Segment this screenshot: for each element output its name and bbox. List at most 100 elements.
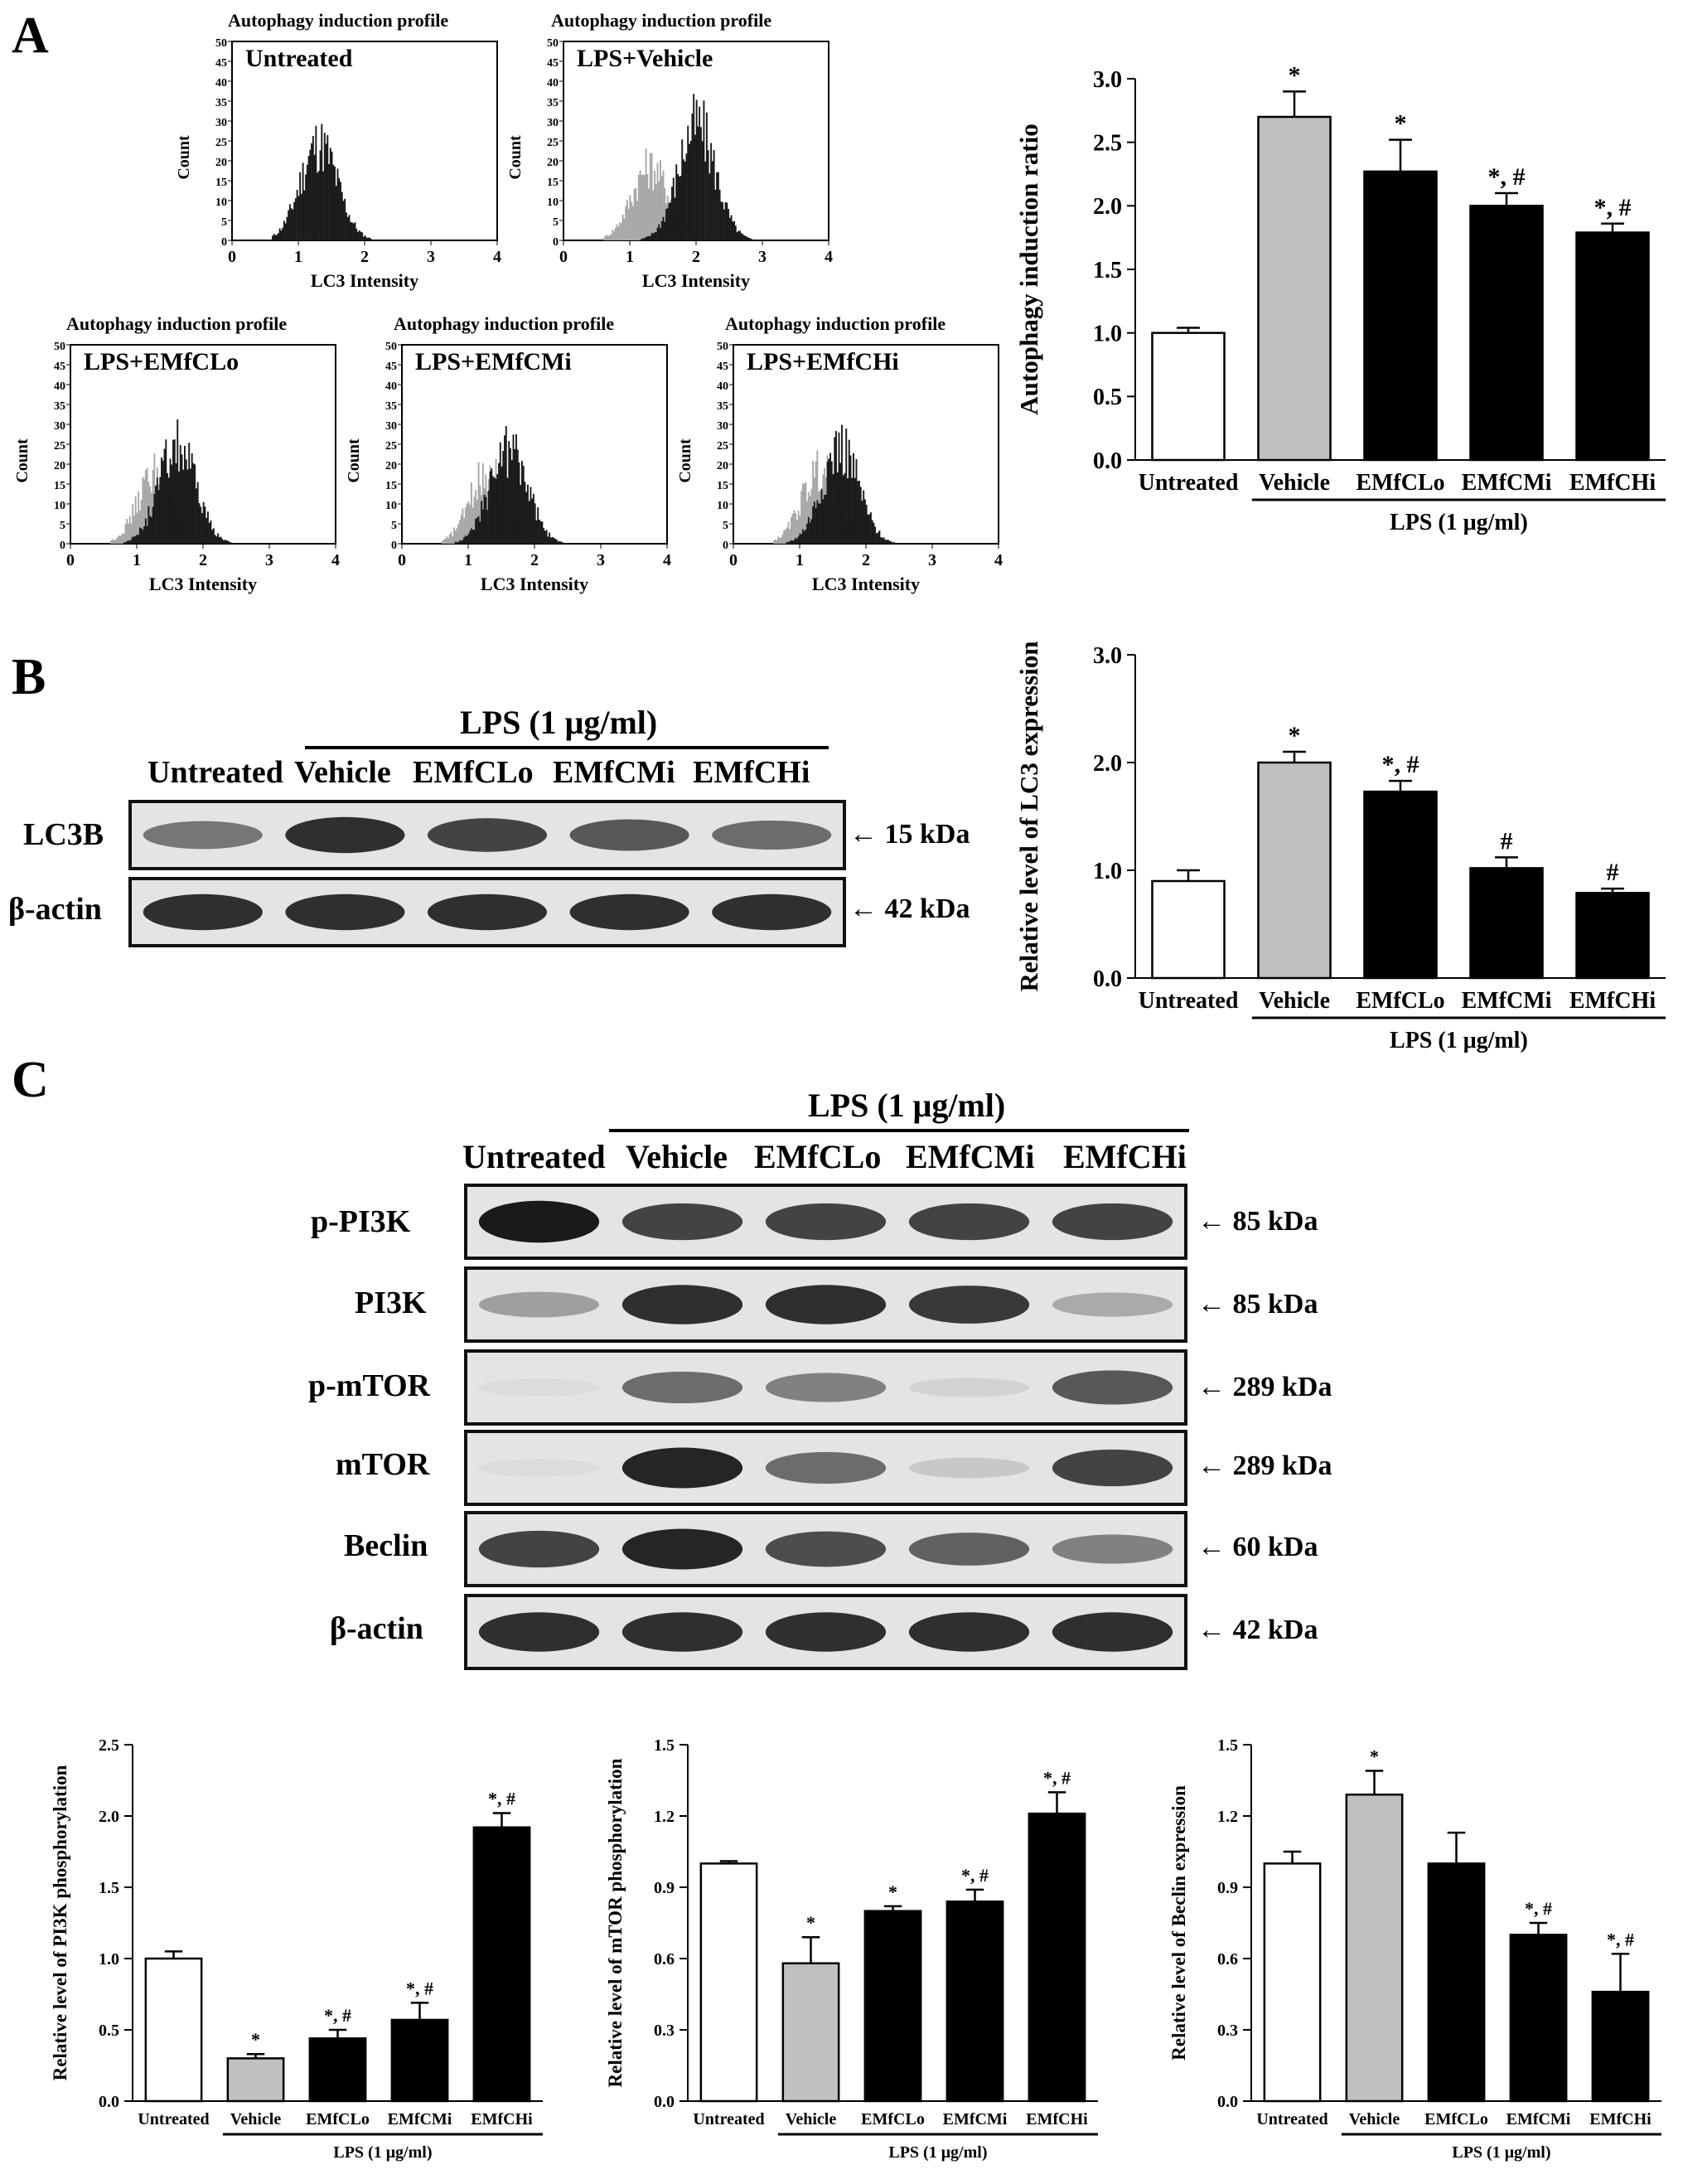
kda-label: 15 kDa — [884, 819, 970, 850]
x-tick-label: Untreated — [693, 2110, 764, 2128]
y-tick-label: 25 — [717, 440, 728, 453]
blot-b-row-label: LC3B — [23, 817, 104, 852]
blot-b-lane: Untreated — [148, 755, 283, 790]
reference-histogram-bar — [462, 508, 464, 544]
histogram-bar — [201, 512, 203, 544]
bar — [863, 1910, 922, 2103]
reference-histogram-bar — [637, 174, 640, 240]
histogram-bar — [835, 431, 837, 544]
histogram-bar — [485, 496, 487, 544]
histogram-bar — [530, 487, 532, 544]
reference-histogram-bar — [152, 470, 154, 544]
reference-histogram-bar — [130, 523, 133, 544]
bar — [1151, 879, 1226, 980]
histogram-bar — [699, 106, 701, 240]
histogram-bar — [797, 536, 800, 544]
y-tick-label: 40 — [215, 77, 227, 90]
histogram-bar — [703, 100, 705, 240]
histogram-bar — [747, 237, 750, 240]
histogram-bar — [146, 525, 148, 544]
histogram-bar — [457, 541, 460, 544]
bar — [781, 1962, 840, 2103]
sample-label: LPS+EMfCHi — [747, 348, 899, 375]
histogram-bar — [678, 176, 680, 240]
y-tick-label: 5 — [60, 520, 65, 532]
histogram-bar — [315, 125, 317, 240]
significance-label: *, # — [324, 2005, 351, 2026]
blot-band — [908, 1457, 1030, 1479]
histogram-bar — [510, 448, 511, 544]
y-tick-label: 45 — [547, 57, 559, 70]
histogram-bar — [689, 141, 692, 240]
histogram-bar — [559, 540, 561, 544]
histogram-bar — [883, 537, 885, 544]
histogram-bar — [677, 174, 679, 240]
blot-c-lane: Vehicle — [626, 1138, 728, 1175]
x-tick-label: Vehicle — [1259, 988, 1330, 1014]
blot-c-row-label: mTOR — [336, 1447, 430, 1482]
y-tick-label: 15 — [385, 480, 397, 492]
reference-histogram-bar — [603, 238, 605, 240]
histogram-bar — [288, 210, 290, 240]
reference-histogram-bar — [110, 540, 112, 544]
y-tick-label: 1.0 — [1093, 321, 1122, 346]
y-tick-label: 15 — [215, 177, 227, 189]
blot-c-strip — [464, 1511, 1187, 1587]
histogram-bar — [208, 522, 210, 544]
reference-histogram-bar — [113, 540, 115, 544]
x-tick-label: 3 — [427, 248, 435, 266]
y-tick-label: 0.5 — [99, 2022, 119, 2040]
blot-band — [143, 821, 263, 850]
histogram-bar — [853, 453, 854, 544]
histogram-bar — [664, 221, 666, 240]
histogram-bar — [344, 198, 346, 240]
histogram-bar — [479, 521, 481, 544]
hist-title: Autophagy induction profile — [66, 313, 288, 334]
y-tick-label: 0.6 — [654, 1950, 675, 1969]
histogram-bar — [524, 482, 526, 544]
bar — [226, 2057, 285, 2103]
histogram-bar — [739, 230, 741, 240]
histogram-bar — [469, 530, 472, 544]
histogram-bar — [210, 520, 212, 544]
histogram-bar — [819, 503, 821, 544]
blot-band — [712, 820, 832, 850]
x-tick-label: 4 — [825, 248, 833, 266]
reference-histogram-bar — [457, 524, 460, 544]
bar — [1509, 1934, 1568, 2103]
y-tick-label: 15 — [547, 177, 559, 189]
y-tick-label: 30 — [215, 117, 227, 129]
histogram-bar — [470, 528, 472, 544]
reference-histogram-bar — [472, 507, 474, 544]
sample-label: LPS+EMfCLo — [84, 348, 239, 375]
histogram-bar — [296, 190, 298, 240]
histogram-bar — [820, 488, 823, 544]
y-tick-label: 0.3 — [1217, 2022, 1238, 2040]
y-tick-label: 40 — [54, 380, 65, 393]
sample-label: Untreated — [245, 45, 353, 72]
blot-band — [621, 1528, 743, 1570]
histogram-bar — [206, 517, 208, 544]
histogram-bar — [857, 481, 859, 544]
group-label: LPS (1 μg/ml) — [1390, 1028, 1528, 1053]
bar — [1575, 892, 1650, 980]
blot-c-lane: EMfCLo — [754, 1138, 882, 1175]
y-tick-label: 15 — [54, 480, 65, 492]
histogram-bar — [836, 472, 839, 544]
histogram-bar — [305, 174, 307, 240]
histogram-bar — [670, 202, 672, 240]
significance-label: * — [888, 1881, 897, 1902]
histogram-bar — [643, 238, 646, 240]
y-tick-label: 2.5 — [1093, 130, 1122, 156]
histogram-bar — [688, 143, 690, 240]
histogram-bar — [834, 437, 836, 544]
reference-histogram-bar — [649, 153, 651, 240]
y-tick-label: 0.3 — [654, 2022, 675, 2040]
kda-label: 85 kDa — [1232, 1289, 1318, 1320]
bar-chart-mtor-phosphorylation: 0.0 0.3 0.6 0.9 1.2 1.5 Relative level of mTOR… — [605, 1736, 1098, 2162]
histogram-bar — [791, 540, 794, 544]
blot-band — [908, 1533, 1030, 1566]
histogram-bar — [272, 235, 273, 240]
x-tick-label: EMfCMi — [1506, 2110, 1571, 2128]
histogram-bar — [786, 541, 788, 544]
